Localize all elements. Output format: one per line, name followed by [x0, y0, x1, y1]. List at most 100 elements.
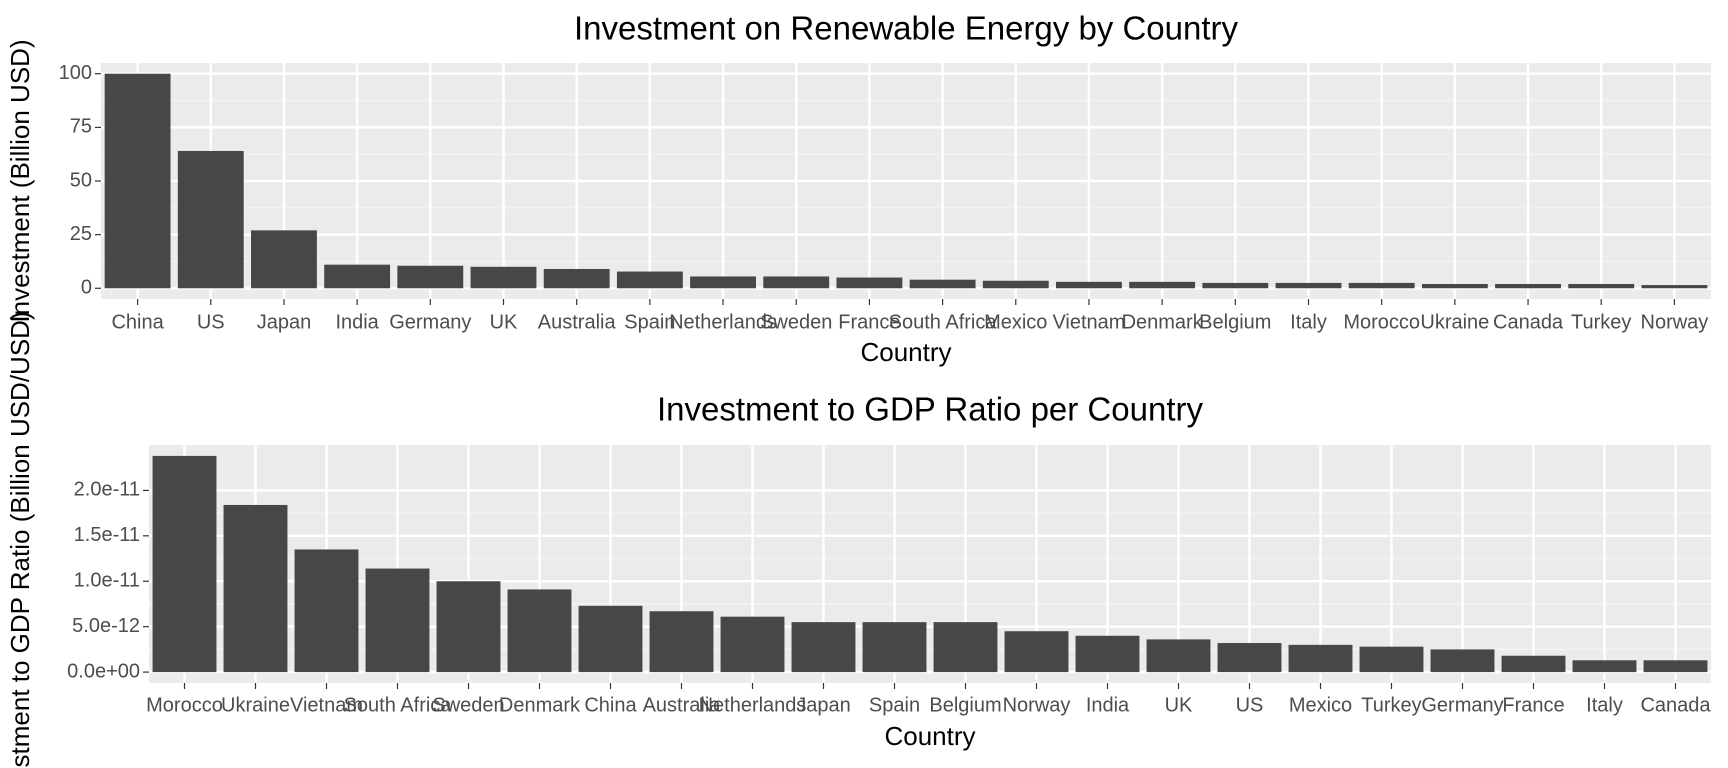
- x-tick-label: India: [1086, 694, 1130, 716]
- bar: [649, 611, 714, 673]
- x-axis-title: Country: [860, 337, 951, 367]
- bar: [152, 455, 217, 673]
- x-tick-label: Japan: [257, 311, 312, 333]
- x-tick-label: Belgium: [1199, 311, 1271, 333]
- x-tick-label: Italy: [1290, 311, 1327, 333]
- x-tick-label: Ukraine: [1420, 311, 1489, 333]
- x-tick-label: Spain: [624, 311, 675, 333]
- bar: [720, 616, 785, 673]
- bar: [543, 268, 610, 289]
- x-tick-label: Japan: [796, 694, 851, 716]
- x-tick-label: Turkey: [1361, 694, 1421, 716]
- bar: [324, 264, 391, 289]
- bar: [1275, 282, 1342, 289]
- x-tick-label: Canada: [1640, 694, 1711, 716]
- x-axis-title: Country: [884, 721, 975, 751]
- x-tick-label: Sweden: [432, 694, 504, 716]
- x-tick-label: Denmark: [499, 694, 581, 716]
- y-tick-label: 75: [70, 116, 92, 138]
- bar: [1643, 660, 1708, 673]
- x-tick-label: Morocco: [146, 694, 223, 716]
- bar: [982, 280, 1049, 289]
- x-tick-label: Norway: [1641, 311, 1709, 333]
- bar: [1430, 649, 1495, 673]
- x-tick-label: France: [1502, 694, 1564, 716]
- x-tick-label: UK: [1165, 694, 1193, 716]
- bar: [397, 265, 464, 289]
- x-tick-label: Spain: [869, 694, 920, 716]
- x-tick-label: Norway: [1003, 694, 1071, 716]
- x-tick-label: Australia: [643, 694, 722, 716]
- x-tick-label: UK: [490, 311, 518, 333]
- bar: [177, 150, 244, 289]
- x-tick-label: India: [335, 311, 379, 333]
- bar: [1572, 660, 1637, 673]
- x-tick-label: Vietnam: [290, 694, 363, 716]
- x-tick-label: Canada: [1493, 311, 1564, 333]
- bar: [791, 622, 856, 673]
- bar: [223, 504, 288, 673]
- y-tick-label: 1.5e-11: [74, 524, 140, 546]
- y-tick-label: 5.0e-12: [72, 615, 140, 637]
- bar: [294, 549, 359, 673]
- x-tick-label: US: [197, 311, 225, 333]
- x-tick-label: Germany: [389, 311, 471, 333]
- bar: [365, 568, 430, 673]
- y-tick-label: 100: [59, 62, 92, 84]
- bar: [763, 276, 830, 289]
- bar: [1495, 283, 1561, 289]
- bar: [1056, 281, 1122, 289]
- bar: [1359, 646, 1424, 673]
- x-tick-label: Vietnam: [1052, 311, 1125, 333]
- bar: [578, 605, 643, 673]
- bar: [104, 73, 171, 289]
- bar: [1004, 631, 1069, 673]
- bar: [507, 589, 572, 673]
- bar: [1288, 644, 1353, 673]
- x-tick-label: Mexico: [984, 311, 1047, 333]
- x-tick-label: South Africa: [889, 311, 998, 333]
- x-tick-label: Belgium: [929, 694, 1001, 716]
- x-tick-label: Denmark: [1122, 311, 1204, 333]
- x-tick-label: Italy: [1586, 694, 1623, 716]
- x-tick-label: Australia: [538, 311, 617, 333]
- y-axis-title: Investment (Billion USD): [5, 39, 35, 322]
- chart-title: Investment on Renewable Energy by Countr…: [574, 10, 1239, 47]
- x-tick-label: US: [1236, 694, 1264, 716]
- x-tick-label: Netherlands: [669, 311, 777, 333]
- y-tick-label: 1.0e-11: [74, 570, 140, 592]
- bar: [616, 271, 683, 289]
- x-tick-label: Turkey: [1571, 311, 1631, 333]
- bar: [436, 581, 501, 673]
- y-tick-label: 50: [70, 169, 92, 191]
- y-tick-label: 0: [81, 277, 92, 299]
- x-tick-label: Netherlands: [699, 694, 807, 716]
- x-tick-label: Mexico: [1289, 694, 1352, 716]
- bar: [1129, 281, 1196, 289]
- x-tick-label: France: [838, 311, 900, 333]
- bar: [933, 622, 998, 673]
- bar: [1641, 285, 1708, 289]
- bar: [909, 279, 976, 289]
- y-axis-title: Investment to GDP Ratio (Billion USD/USD…: [5, 311, 35, 768]
- x-tick-label: Ukraine: [221, 694, 290, 716]
- bar: [1501, 655, 1566, 673]
- bar: [1348, 282, 1415, 289]
- x-tick-label: South Africa: [344, 694, 453, 716]
- bar: [251, 230, 317, 289]
- x-tick-label: Sweden: [760, 311, 832, 333]
- bar: [1202, 282, 1269, 289]
- bar: [862, 622, 927, 673]
- bar: [470, 266, 537, 289]
- x-tick-label: Morocco: [1343, 311, 1420, 333]
- x-tick-label: China: [584, 694, 637, 716]
- bar: [836, 277, 903, 289]
- bar: [690, 276, 756, 289]
- y-tick-label: 2.0e-11: [74, 479, 140, 501]
- bar: [1421, 283, 1488, 289]
- x-tick-label: Germany: [1421, 694, 1503, 716]
- bar: [1568, 283, 1635, 289]
- chart-title: Investment to GDP Ratio per Country: [657, 391, 1203, 428]
- bar: [1075, 635, 1140, 673]
